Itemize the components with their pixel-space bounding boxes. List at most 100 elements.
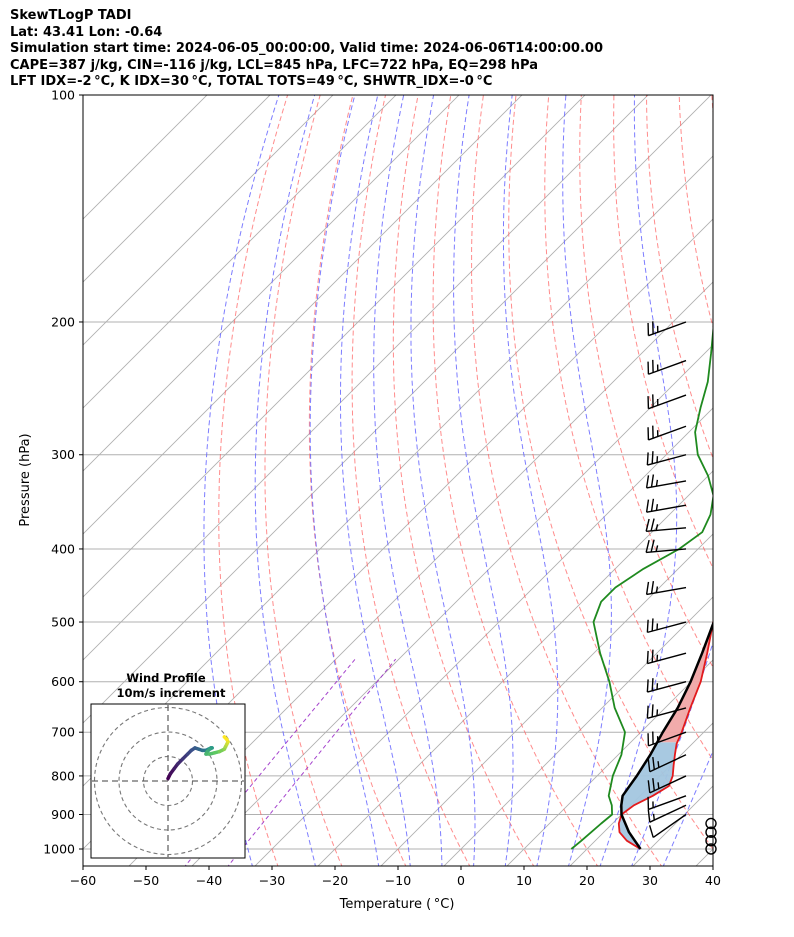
isotherm-line	[83, 95, 397, 409]
wind-barb	[647, 359, 687, 375]
moist-adiabat-line	[203, 95, 280, 866]
x-tick-label: −10	[385, 873, 411, 888]
x-tick-label: −20	[322, 873, 348, 888]
wind-barb	[645, 498, 687, 513]
moist-adiabat-line	[410, 95, 476, 866]
moist-adiabat-line	[562, 95, 612, 866]
isotherm-line	[380, 533, 713, 866]
x-tick-label: 40	[705, 873, 721, 888]
isotherm-line	[128, 281, 713, 866]
title-times: Simulation start time: 2024-06-05_00:00:…	[10, 41, 603, 56]
y-tick-label: 1000	[43, 842, 75, 857]
chart-header: SkewTLogP TADI Lat: 43.41 Lon: -0.64 Sim…	[10, 8, 603, 91]
dry-adiabat-line	[351, 95, 471, 866]
dry-adiabat-line	[218, 95, 289, 866]
y-tick-label: 200	[51, 314, 75, 329]
x-axis-label: Temperature ( °C)	[339, 897, 455, 912]
wind-barb	[647, 754, 687, 773]
isotherm-line	[317, 470, 713, 866]
y-tick-label: 500	[51, 615, 75, 630]
isotherm-line	[191, 344, 713, 866]
dry-adiabat-line	[508, 95, 713, 850]
dry-adiabat-line	[579, 95, 713, 669]
wind-barb	[705, 835, 717, 847]
y-axis-label: Pressure (hPa)	[18, 433, 33, 526]
dry-adiabat-line	[711, 95, 713, 119]
x-tick-label: 10	[516, 873, 532, 888]
isotherm-line	[83, 95, 586, 598]
dry-adiabat-line	[264, 95, 343, 866]
x-tick-label: −50	[133, 873, 159, 888]
isotherm-line	[695, 848, 713, 866]
mixing-ratio-line	[227, 658, 397, 866]
x-tick-label: −30	[259, 873, 285, 888]
wind-barb	[646, 618, 687, 634]
isotherm-line	[83, 95, 712, 724]
moist-adiabat-line	[309, 95, 380, 866]
wind-barb	[646, 649, 687, 665]
y-tick-label: 400	[51, 541, 75, 556]
x-tick-label: 30	[642, 873, 658, 888]
moist-adiabat-line	[340, 95, 411, 866]
dry-adiabat-line	[432, 95, 599, 866]
dry-adiabat-line	[775, 78, 794, 868]
isotherm-line	[569, 722, 713, 866]
isotherm-line	[83, 95, 271, 283]
moist-adiabat-line	[631, 641, 713, 866]
wind-barb	[705, 826, 717, 838]
y-tick-label: 300	[51, 447, 75, 462]
wind-barb	[647, 795, 687, 811]
wind-barb	[705, 843, 717, 855]
y-tick-label: 900	[51, 807, 75, 822]
moist-adiabat-line	[502, 95, 559, 866]
moist-adiabat-line	[373, 95, 443, 866]
moist-adiabat-line	[599, 95, 678, 866]
title-indices-2: LFT IDX=-2 °C, K IDX=30 °C, TOTAL TOTS=4…	[10, 74, 493, 89]
x-tick-label: −60	[70, 873, 96, 888]
hodograph-subtitle: 10m/s increment	[117, 686, 226, 700]
title-station: SkewTLogP TADI	[10, 8, 132, 23]
dry-adiabat-line	[613, 95, 713, 570]
hodograph-segment	[222, 735, 229, 742]
isotherm-line	[83, 95, 208, 220]
wind-barb	[647, 731, 687, 747]
wind-barb	[646, 704, 687, 719]
cin-shading-lower	[618, 742, 678, 849]
dry-adiabat-line	[308, 95, 407, 866]
wind-barb	[645, 518, 687, 533]
wind-barb	[646, 678, 687, 693]
wind-barb	[648, 813, 687, 839]
moist-adiabat-line	[254, 95, 316, 866]
wind-barb	[647, 394, 687, 410]
hodograph-inset: Wind Profile 10m/s increment	[90, 671, 246, 859]
x-tick-label: −40	[196, 873, 222, 888]
cin-shading-upper	[736, 95, 794, 322]
x-tick-label: 20	[579, 873, 595, 888]
isotherm-line	[443, 596, 713, 866]
hodograph-title: Wind Profile	[126, 671, 206, 685]
isotherm-line	[83, 95, 649, 661]
wind-barb	[705, 817, 717, 830]
y-tick-label: 800	[51, 768, 75, 783]
wind-barb	[647, 321, 687, 337]
wind-barb	[647, 804, 687, 823]
cape-shading	[657, 622, 713, 743]
y-tick-label: 100	[51, 88, 75, 103]
parcel-line	[620, 620, 713, 850]
dry-adiabat-line	[645, 95, 713, 460]
title-indices-1: CAPE=387 j/kg, CIN=-116 j/kg, LCL=845 hP…	[10, 57, 538, 73]
moist-adiabat-line	[662, 749, 713, 866]
dry-adiabat-line	[392, 95, 535, 866]
isotherm-line	[83, 95, 334, 346]
wind-barb	[645, 580, 687, 596]
mixing-ratio-line	[184, 658, 356, 866]
wind-barb	[647, 775, 687, 794]
wind-barb	[646, 451, 687, 466]
dry-adiabat-line	[743, 78, 794, 868]
dewpoint-line	[570, 323, 713, 850]
wind-barb	[647, 425, 687, 441]
isotherm-line	[83, 95, 460, 472]
isotherm-line	[254, 407, 713, 866]
x-tick-label: 0	[457, 873, 465, 888]
